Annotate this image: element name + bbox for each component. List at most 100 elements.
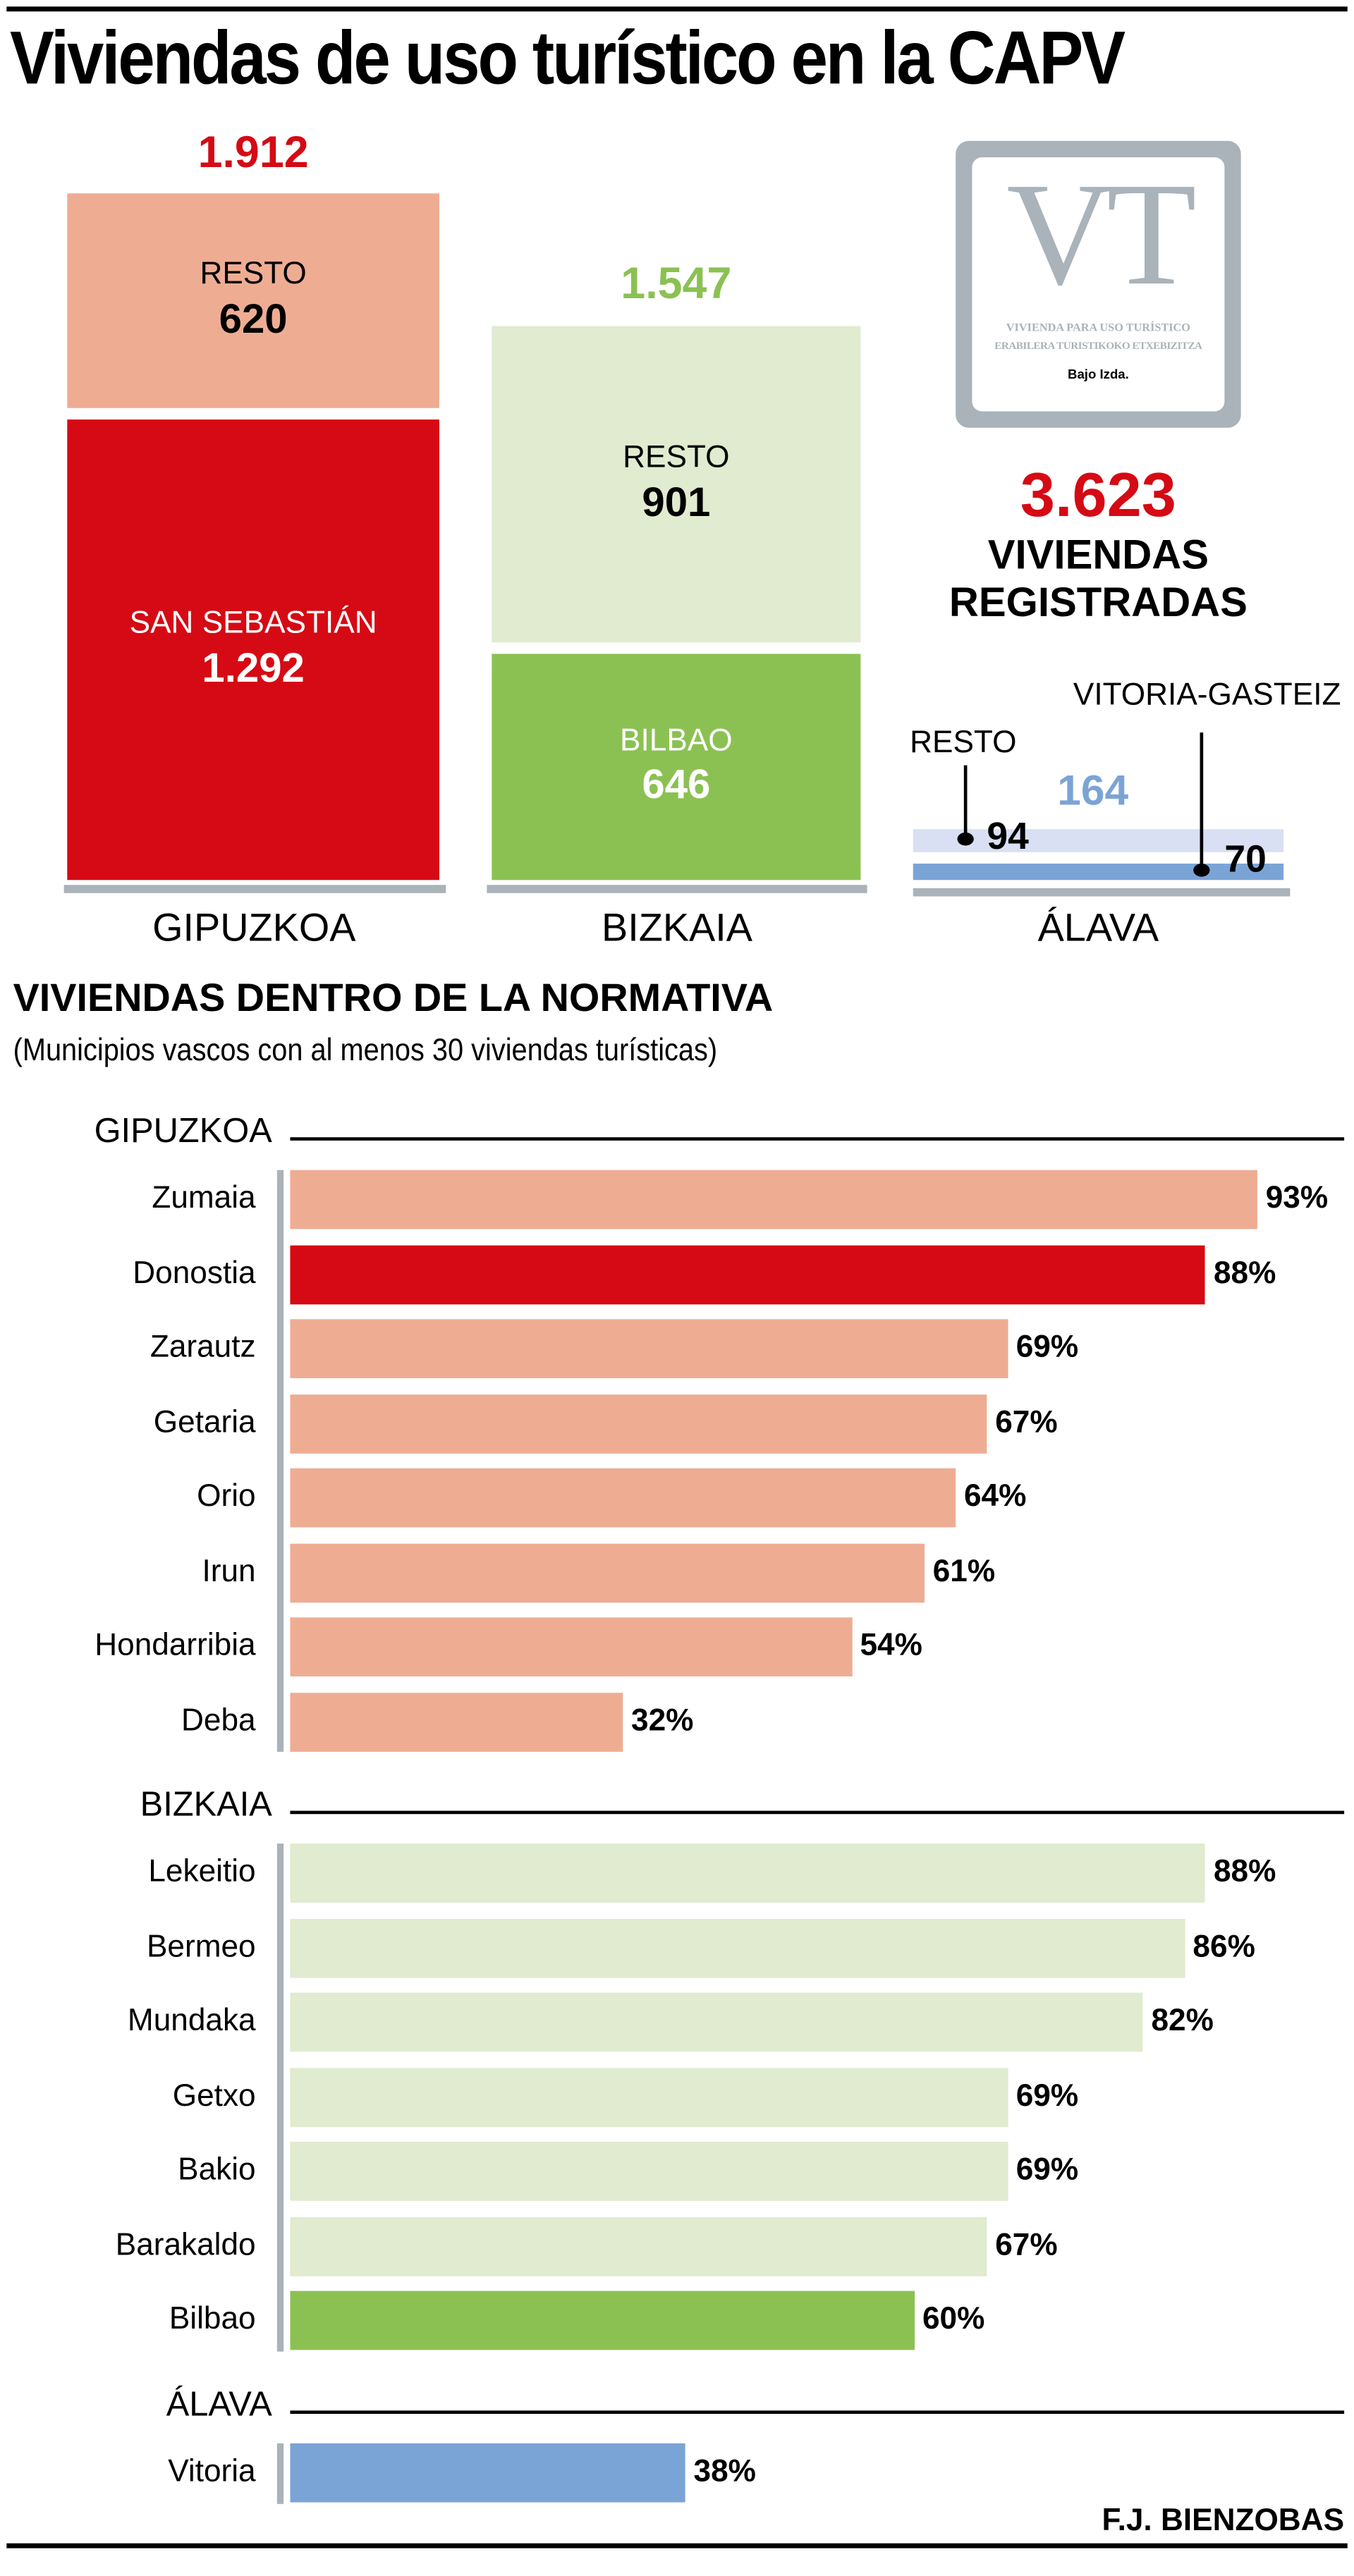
bar bbox=[290, 1319, 1008, 1378]
bizkaia-resto-label: RESTO bbox=[623, 441, 730, 476]
bar-value-label: 32% bbox=[631, 1703, 694, 1738]
bar bbox=[290, 1844, 1206, 1903]
row-label: Donostia bbox=[133, 1256, 256, 1291]
bar bbox=[290, 2216, 987, 2276]
bar-value-label: 82% bbox=[1151, 2004, 1214, 2039]
alava-total: 164 bbox=[1057, 765, 1129, 815]
alava-baseline bbox=[913, 888, 1291, 897]
bar bbox=[290, 1542, 925, 1602]
bar-value-label: 67% bbox=[995, 2228, 1058, 2262]
row-label: Bermeo bbox=[146, 1930, 256, 1964]
total-registered: 3.623 bbox=[1020, 462, 1176, 532]
row-label: Mundaka bbox=[127, 2004, 256, 2039]
bar bbox=[290, 2067, 1008, 2127]
gipuzkoa-resto-value: 620 bbox=[219, 296, 288, 343]
alava-resto-value: 94 bbox=[987, 814, 1029, 857]
bizkaia-resto-block: RESTO 901 bbox=[492, 326, 861, 643]
vitoria-leader-dot bbox=[1193, 864, 1210, 877]
row-label: Vitoria bbox=[168, 2455, 256, 2489]
bar bbox=[290, 2142, 1008, 2201]
group-axis bbox=[276, 1170, 284, 1752]
page-title: Viviendas de uso turístico en la CAPV bbox=[9, 14, 1126, 100]
bilbao-block: BILBAO 646 bbox=[492, 654, 861, 881]
bar-value-label: 69% bbox=[1016, 2078, 1079, 2114]
bizkaia-baseline bbox=[487, 885, 867, 893]
bar-value-label: 88% bbox=[1213, 1256, 1276, 1291]
row-label: Zarautz bbox=[150, 1330, 256, 1366]
vitoria-gasteiz-label: VITORIA-GASTEIZ bbox=[1073, 678, 1341, 713]
bilbao-value: 646 bbox=[642, 762, 711, 809]
bar-value-label: 93% bbox=[1265, 1181, 1329, 1216]
resto-leader-line bbox=[963, 765, 968, 840]
bar-value-label: 67% bbox=[995, 1405, 1058, 1440]
vt-line1: VIVIENDA PARA USO TURÍSTICO bbox=[1006, 321, 1190, 335]
alava-resto-label: RESTO bbox=[910, 725, 1017, 761]
bar bbox=[290, 1692, 623, 1751]
bar bbox=[290, 1393, 987, 1453]
row-label: Deba bbox=[181, 1703, 256, 1738]
bar bbox=[290, 1468, 956, 1528]
bar-value-label: 69% bbox=[1016, 2153, 1079, 2188]
summary-line2: REGISTRADAS bbox=[949, 579, 1248, 626]
bar-value-label: 38% bbox=[693, 2455, 756, 2489]
gipuzkoa-total: 1.912 bbox=[197, 128, 309, 178]
vt-floor: Bajo Izda. bbox=[1068, 367, 1129, 382]
bar bbox=[290, 2443, 685, 2503]
alava-resto-bar bbox=[913, 829, 1284, 852]
vitoria-leader-line bbox=[1200, 732, 1204, 871]
bar bbox=[290, 1170, 1258, 1229]
bizkaia-total: 1.547 bbox=[621, 259, 732, 309]
vt-line2: ERABILERA TURISTIKOKO ETXEBIZITZA bbox=[994, 341, 1202, 352]
bilbao-label: BILBAO bbox=[620, 723, 733, 759]
summary-line1: VIVIENDAS bbox=[987, 532, 1209, 579]
row-label: Irun bbox=[202, 1554, 256, 1589]
bottom-rule bbox=[6, 2543, 1348, 2549]
section-title: VIVIENDAS DENTRO DE LA NORMATIVA bbox=[13, 976, 774, 1022]
group-label: GIPUZKOA bbox=[94, 1112, 272, 1151]
resto-leader-dot bbox=[957, 832, 974, 846]
bar bbox=[290, 2290, 915, 2350]
san-sebastian-value: 1.292 bbox=[202, 645, 305, 692]
group-axis bbox=[276, 2443, 284, 2503]
bar-value-label: 69% bbox=[1016, 1330, 1079, 1366]
bar-value-label: 86% bbox=[1193, 1930, 1255, 1964]
row-label: Hondarribia bbox=[94, 1629, 256, 1664]
row-label: Getaria bbox=[153, 1405, 256, 1440]
group-label: BIZKAIA bbox=[140, 1786, 272, 1824]
row-label: Getxo bbox=[172, 2078, 256, 2114]
group-axis bbox=[276, 1844, 284, 2351]
vt-letters: VT bbox=[1006, 157, 1197, 317]
bar-value-label: 61% bbox=[932, 1554, 996, 1589]
group-rule bbox=[290, 1810, 1345, 1815]
section-subtitle: (Municipios vascos con al menos 30 vivie… bbox=[13, 1034, 718, 1069]
gipuzkoa-resto-block: RESTO 620 bbox=[67, 193, 439, 408]
bar-value-label: 54% bbox=[860, 1629, 922, 1664]
row-label: Barakaldo bbox=[115, 2228, 256, 2262]
group-label: ÁLAVA bbox=[166, 2386, 272, 2424]
row-label: Bakio bbox=[178, 2153, 256, 2188]
bar bbox=[290, 1244, 1206, 1304]
row-label: Bilbao bbox=[169, 2302, 256, 2337]
row-label: Zumaia bbox=[152, 1181, 256, 1216]
vt-logo: VT VIVIENDA PARA USO TURÍSTICO ERABILERA… bbox=[956, 140, 1241, 428]
vitoria-bar bbox=[913, 864, 1284, 881]
credit: F.J. BIENZOBAS bbox=[1102, 2503, 1345, 2539]
top-rule bbox=[6, 6, 1348, 12]
san-sebastian-label: SAN SEBASTIÁN bbox=[129, 606, 377, 641]
alava-label: ÁLAVA bbox=[1037, 906, 1159, 951]
group-rule bbox=[290, 2410, 1345, 2414]
san-sebastian-block: SAN SEBASTIÁN 1.292 bbox=[67, 419, 439, 881]
row-label: Lekeitio bbox=[148, 1855, 256, 1890]
bizkaia-resto-value: 901 bbox=[642, 479, 711, 526]
vitoria-value: 70 bbox=[1224, 837, 1267, 881]
bar-value-label: 64% bbox=[963, 1480, 1027, 1514]
bar-value-label: 88% bbox=[1213, 1855, 1276, 1890]
bizkaia-label: BIZKAIA bbox=[602, 906, 752, 951]
row-label: Orio bbox=[197, 1480, 256, 1514]
gipuzkoa-baseline bbox=[63, 885, 446, 893]
bar bbox=[290, 1617, 852, 1676]
bar bbox=[290, 1992, 1143, 2052]
gipuzkoa-label: GIPUZKOA bbox=[152, 906, 356, 951]
bar-value-label: 60% bbox=[922, 2302, 985, 2337]
